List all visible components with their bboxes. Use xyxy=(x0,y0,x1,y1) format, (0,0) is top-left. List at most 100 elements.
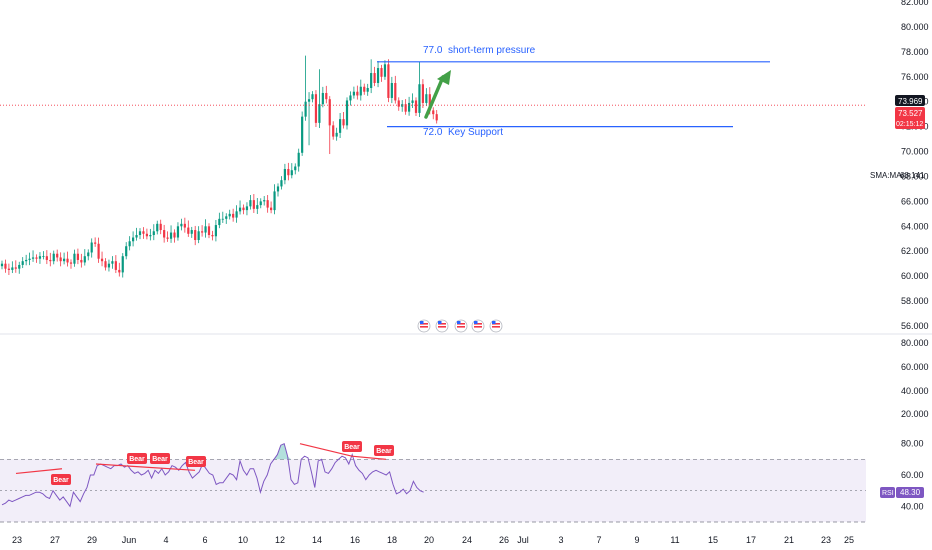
rsi-upper-tick-label: 80.000 xyxy=(901,338,929,348)
svg-text:73.527: 73.527 xyxy=(898,109,923,118)
time-tick-label: 23 xyxy=(12,535,22,545)
svg-text:Bear: Bear xyxy=(376,448,392,455)
bear-badge[interactable]: Bear xyxy=(127,453,147,464)
candle-body xyxy=(276,186,280,192)
price-tick-label: 64.000 xyxy=(901,221,929,231)
candle-body xyxy=(128,241,131,247)
candle-body xyxy=(294,166,297,171)
candles xyxy=(0,55,438,278)
candle-body xyxy=(349,95,352,101)
rsi-overbought-fill xyxy=(274,443,291,460)
rsi-axis: 80.000 60.000 40.000 20.000 80.00 60.00 40.00 xyxy=(901,338,929,511)
bear-badge[interactable]: Bear xyxy=(150,453,170,464)
candle-body xyxy=(194,230,197,241)
candle-body xyxy=(221,218,224,220)
rsi-tick-label: 80.00 xyxy=(901,439,924,449)
time-tick-label: 16 xyxy=(350,535,360,545)
candle-body xyxy=(290,170,293,176)
candle-body xyxy=(366,87,369,92)
candle-body xyxy=(339,119,342,133)
candle-body xyxy=(38,256,42,259)
candle-body xyxy=(52,253,55,262)
candle-body xyxy=(225,216,228,219)
time-tick-label: Jun xyxy=(122,535,137,545)
us-flag-event-icon[interactable] xyxy=(489,319,503,333)
divergence-line xyxy=(95,463,196,471)
candle-body xyxy=(63,258,66,262)
time-tick-label: 11 xyxy=(670,535,679,545)
rsi-tag: RSI 48.30 xyxy=(880,487,924,498)
candle-body xyxy=(104,261,107,268)
bear-badge[interactable]: Bear xyxy=(374,445,394,456)
price-tick-label: 82.000 xyxy=(901,0,929,7)
candle-body xyxy=(414,100,418,113)
time-tick-label: 18 xyxy=(387,535,397,545)
candle-body xyxy=(152,231,155,236)
time-tick-label: 29 xyxy=(87,535,97,545)
candle-body xyxy=(418,84,421,113)
time-tick-label: 4 xyxy=(163,535,168,545)
candle-body xyxy=(218,218,221,226)
candle-body xyxy=(342,119,345,126)
candle-body xyxy=(114,261,117,270)
candle-body xyxy=(283,168,286,181)
event-icons xyxy=(417,319,503,333)
candle-body xyxy=(59,257,62,262)
candle-body xyxy=(111,261,114,264)
candle-body xyxy=(252,200,255,209)
divergence-line xyxy=(15,468,63,475)
candle-body xyxy=(97,243,100,259)
svg-text:48.30: 48.30 xyxy=(900,488,921,497)
candle-body xyxy=(187,227,190,234)
us-flag-event-icon[interactable] xyxy=(417,319,431,333)
candle-body xyxy=(190,230,193,234)
bear-badges: Bear Bear Bear Bear Bear Bear xyxy=(51,441,394,485)
bear-divergence-lines xyxy=(15,443,387,475)
us-flag-event-icon[interactable] xyxy=(454,319,468,333)
time-tick-label: Jul xyxy=(517,535,529,545)
time-tick-label: 7 xyxy=(596,535,601,545)
candle-body xyxy=(270,207,273,211)
candle-body xyxy=(90,242,93,253)
candle-body xyxy=(332,125,335,137)
candle-body xyxy=(297,152,300,167)
candle-body xyxy=(4,263,7,269)
bear-badge[interactable]: Bear xyxy=(342,441,362,452)
candle-body xyxy=(56,253,59,258)
candle-body xyxy=(356,91,359,96)
candle-body xyxy=(166,237,169,239)
rsi-pane[interactable]: Bear Bear Bear Bear Bear Bear 80.000 60.000 40.… xyxy=(0,338,929,523)
svg-text:Bear: Bear xyxy=(188,459,204,466)
us-flag-event-icon[interactable] xyxy=(471,319,485,333)
candle-body xyxy=(411,100,414,103)
candle-body xyxy=(42,256,45,258)
bear-badge[interactable]: Bear xyxy=(51,474,71,485)
candle-body xyxy=(245,206,249,211)
divergence-line xyxy=(351,455,387,460)
candle-body xyxy=(121,256,124,273)
up-arrow-icon[interactable] xyxy=(424,70,451,119)
time-tick-label: 26 xyxy=(499,535,509,545)
candle-body xyxy=(18,264,21,269)
candle-body xyxy=(335,132,338,137)
candle-body xyxy=(325,92,328,100)
candle-body xyxy=(11,267,14,270)
time-tick-label: 21 xyxy=(784,535,794,545)
candle-body xyxy=(80,259,83,263)
price-tick-label: 66.000 xyxy=(901,196,929,206)
time-tick-label: 23 xyxy=(821,535,831,545)
time-tick-label: 15 xyxy=(708,535,718,545)
time-tick-label: 6 xyxy=(202,535,207,545)
candle-body xyxy=(180,223,183,227)
candle-body xyxy=(352,91,355,96)
candle-body xyxy=(383,64,387,77)
bear-badge[interactable]: Bear xyxy=(186,456,206,467)
price-pane[interactable]: 77.0 short-term pressure 72.0 Key Suppor… xyxy=(0,0,929,333)
time-tick-label: 17 xyxy=(746,535,756,545)
candle-body xyxy=(314,94,318,123)
price-tick-label: 70.000 xyxy=(901,147,929,157)
candle-body xyxy=(125,246,128,257)
us-flag-event-icon[interactable] xyxy=(435,319,449,333)
candle-body xyxy=(49,259,52,262)
